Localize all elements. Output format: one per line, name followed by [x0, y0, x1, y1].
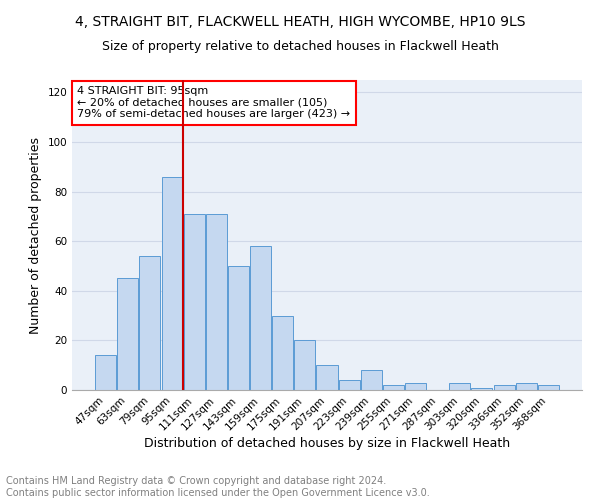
Bar — [272, 316, 293, 390]
Bar — [139, 256, 160, 390]
Bar — [161, 176, 182, 390]
Bar — [184, 214, 205, 390]
Text: 4 STRAIGHT BIT: 95sqm
← 20% of detached houses are smaller (105)
79% of semi-det: 4 STRAIGHT BIT: 95sqm ← 20% of detached … — [77, 86, 350, 120]
Bar — [295, 340, 316, 390]
Bar — [405, 382, 426, 390]
Text: Size of property relative to detached houses in Flackwell Heath: Size of property relative to detached ho… — [101, 40, 499, 53]
Bar — [449, 382, 470, 390]
Bar — [538, 385, 559, 390]
Bar — [228, 266, 249, 390]
Bar — [338, 380, 359, 390]
Bar — [118, 278, 139, 390]
Bar — [494, 385, 515, 390]
Bar — [361, 370, 382, 390]
Bar — [383, 385, 404, 390]
Bar — [515, 382, 536, 390]
X-axis label: Distribution of detached houses by size in Flackwell Heath: Distribution of detached houses by size … — [144, 438, 510, 450]
Bar — [250, 246, 271, 390]
Y-axis label: Number of detached properties: Number of detached properties — [29, 136, 42, 334]
Bar — [472, 388, 493, 390]
Bar — [316, 365, 338, 390]
Text: 4, STRAIGHT BIT, FLACKWELL HEATH, HIGH WYCOMBE, HP10 9LS: 4, STRAIGHT BIT, FLACKWELL HEATH, HIGH W… — [75, 15, 525, 29]
Text: Contains HM Land Registry data © Crown copyright and database right 2024.
Contai: Contains HM Land Registry data © Crown c… — [6, 476, 430, 498]
Bar — [95, 356, 116, 390]
Bar — [206, 214, 227, 390]
